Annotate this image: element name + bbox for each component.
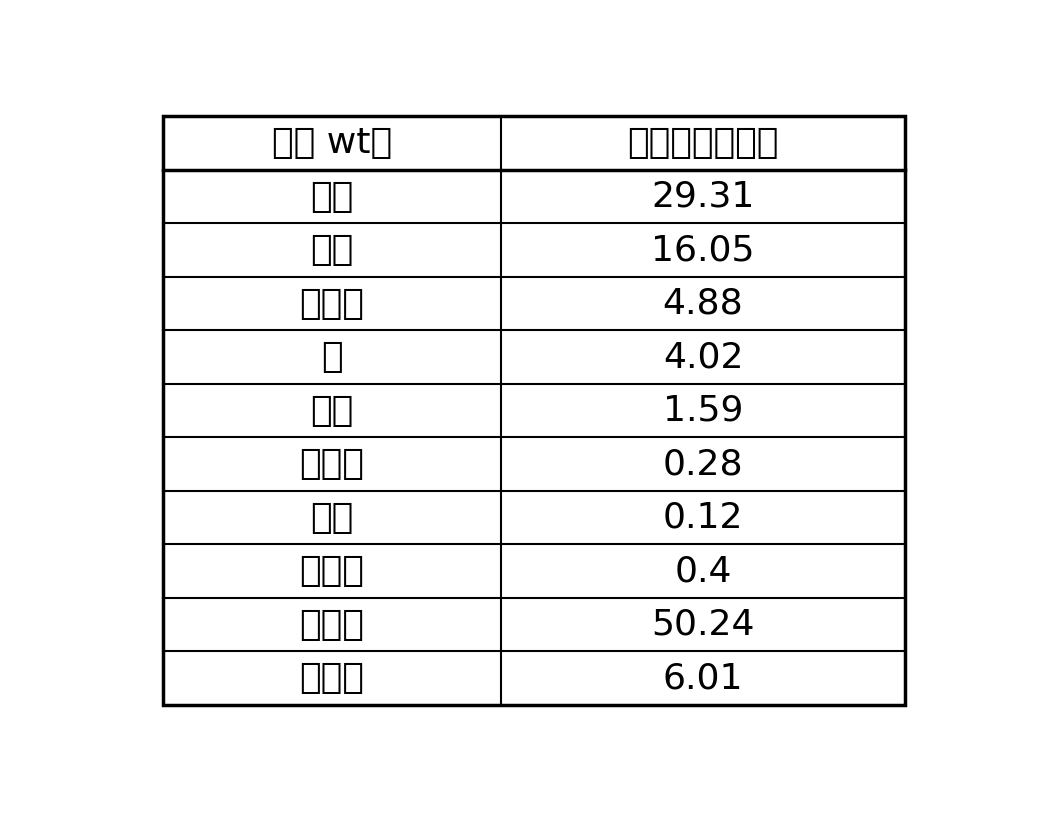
Text: 丙烯: 丙烯 [309, 233, 353, 267]
Text: 29.31: 29.31 [651, 180, 754, 214]
Text: 甲苯: 甲苯 [309, 393, 353, 428]
Text: 1.59: 1.59 [663, 393, 743, 428]
Text: 裂解主产物收率: 裂解主产物收率 [627, 126, 778, 160]
Text: 苯: 苯 [321, 340, 343, 374]
Text: 0.12: 0.12 [663, 501, 743, 535]
Text: 苯乙烯: 苯乙烯 [299, 554, 364, 588]
Text: 二甲苯: 二甲苯 [299, 447, 364, 481]
Text: 16.05: 16.05 [651, 233, 754, 267]
Text: 4.88: 4.88 [663, 286, 743, 320]
Text: 总三烯: 总三烯 [299, 607, 364, 641]
Text: 总芳烃: 总芳烃 [299, 661, 364, 695]
Text: 组成 wt％: 组成 wt％ [272, 126, 392, 160]
Text: 0.28: 0.28 [663, 447, 743, 481]
Text: 丁二烯: 丁二烯 [299, 286, 364, 320]
Text: 50.24: 50.24 [651, 607, 754, 641]
Text: 乙苯: 乙苯 [309, 501, 353, 535]
Text: 乙烯: 乙烯 [309, 180, 353, 214]
Text: 0.4: 0.4 [674, 554, 731, 588]
Text: 6.01: 6.01 [663, 661, 743, 695]
Text: 4.02: 4.02 [663, 340, 743, 374]
